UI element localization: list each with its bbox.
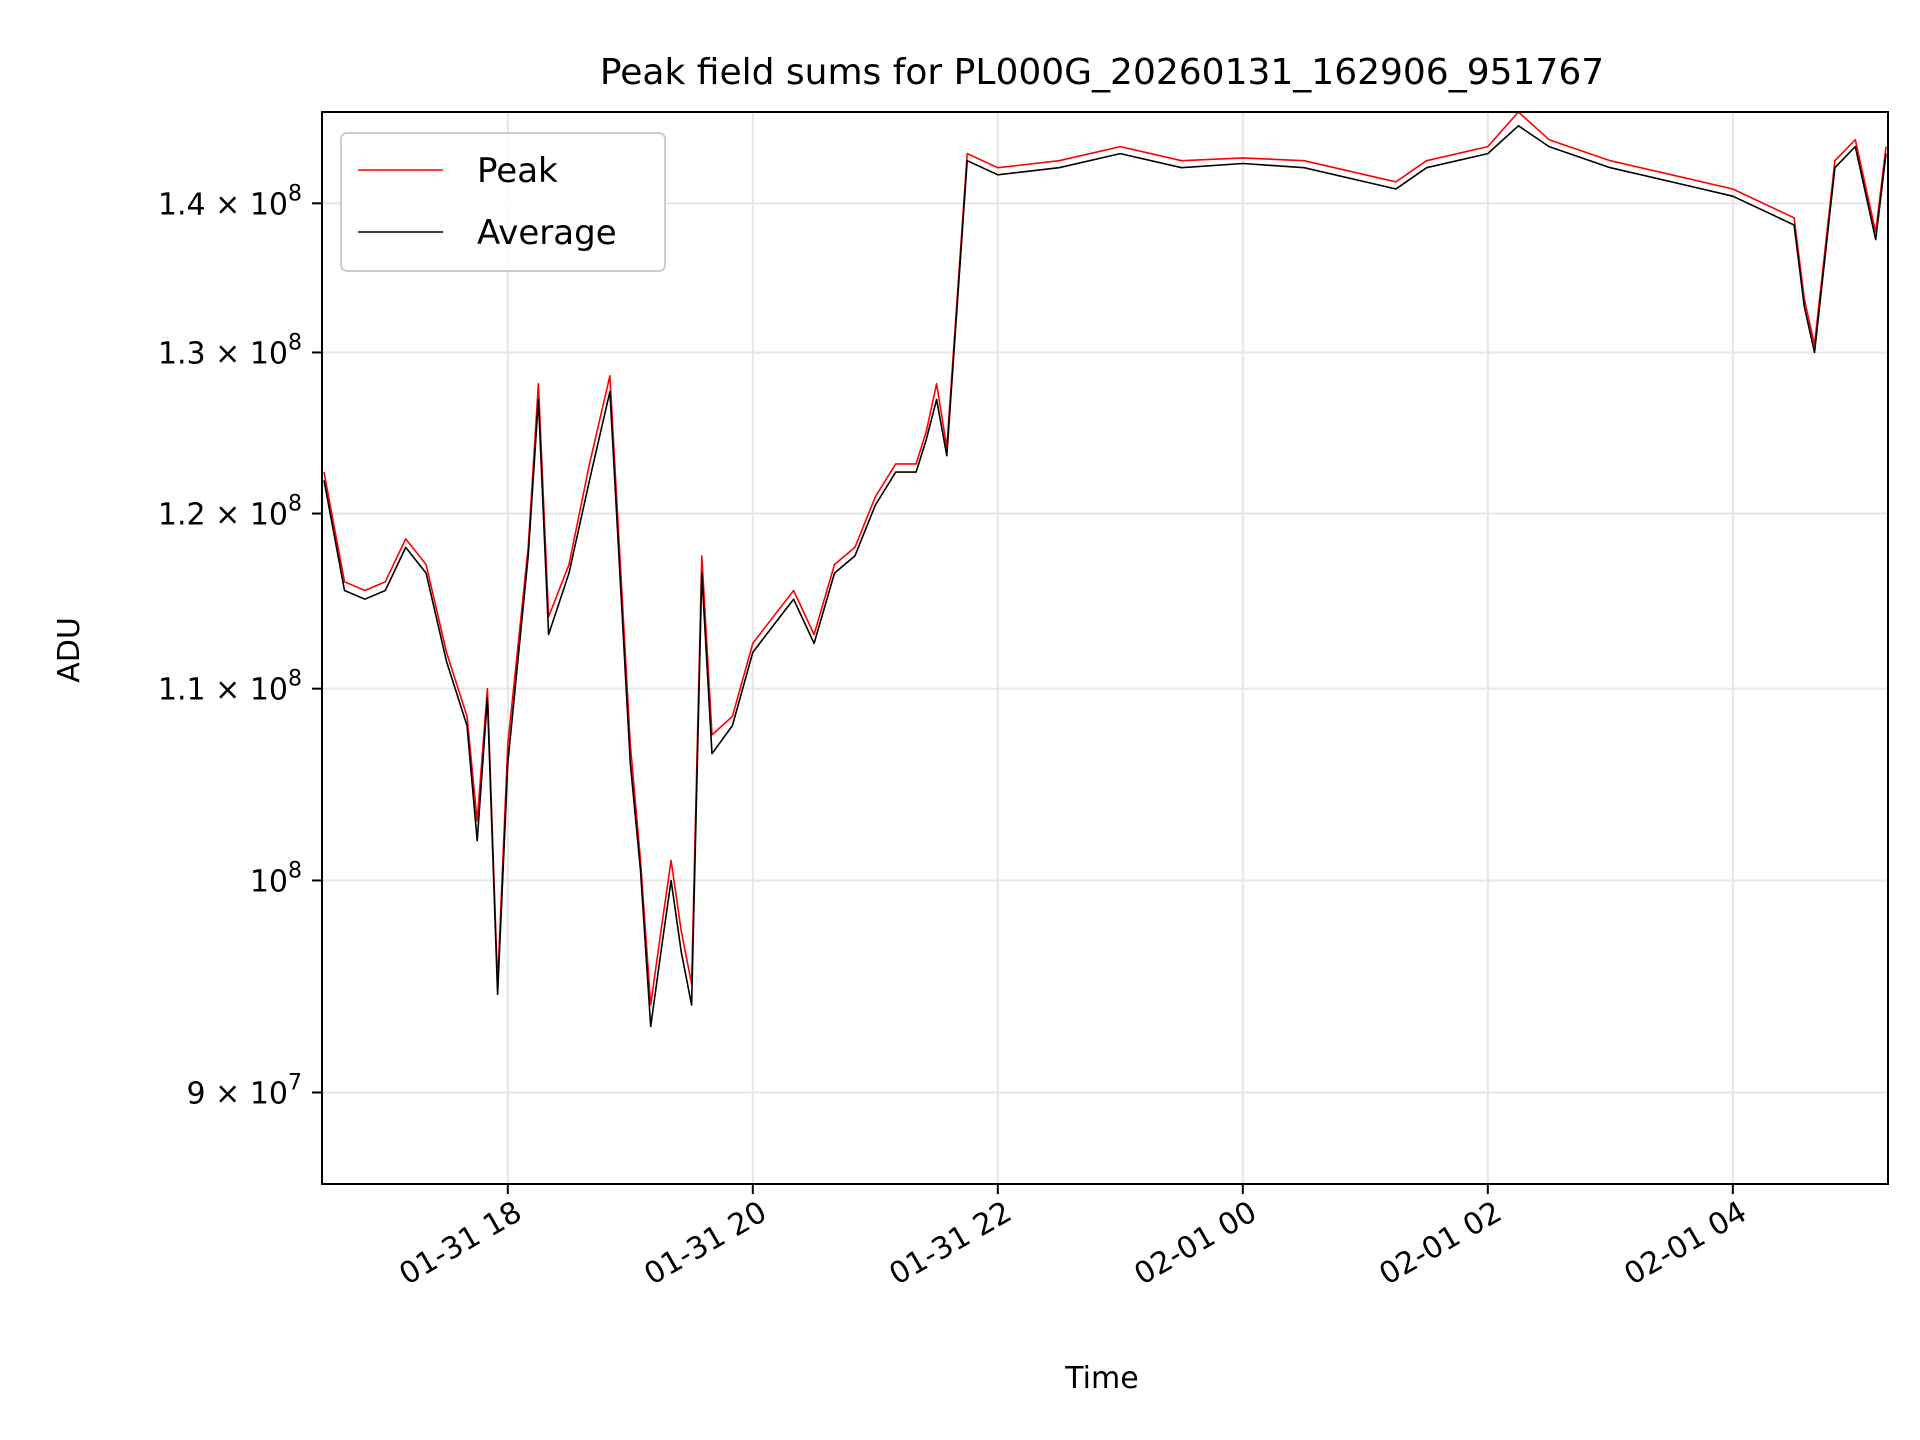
y-tick-label: 1.1 × 108	[158, 667, 302, 708]
y-tick-exponent: 8	[288, 858, 302, 883]
y-tick-mantissa: 1.4	[158, 187, 206, 222]
y-tick-exponent: 8	[288, 667, 302, 692]
x-axis-label: Time	[1064, 1361, 1138, 1396]
series-layer	[323, 112, 1887, 1028]
y-tick-exponent: 8	[288, 330, 302, 355]
y-tick-mantissa: 1.2	[158, 498, 206, 533]
y-tick-label: 1.4 × 108	[158, 181, 302, 222]
y-tick-label: 1.2 × 108	[158, 492, 302, 533]
y-tick-label: 1.3 × 108	[158, 330, 302, 371]
legend: Peak Average	[340, 132, 666, 272]
y-axis: 9 × 107 108 1.1 × 108 1.2 × 108 1.3 × 108 1.4…	[158, 181, 322, 1112]
y-axis-label: ADU	[52, 617, 87, 683]
y-tick-exponent: 8	[288, 492, 302, 517]
y-tick-exponent: 7	[288, 1071, 302, 1096]
legend-label-peak: Peak	[477, 151, 558, 191]
legend-box	[340, 132, 666, 272]
grid	[322, 112, 1888, 1184]
chart-title: Peak field sums for PL000G_20260131_1629…	[600, 52, 1604, 93]
series-line-average	[323, 125, 1887, 1028]
legend-label-average: Average	[477, 213, 617, 253]
y-tick-exponent: 8	[288, 181, 302, 206]
plot-frame	[321, 111, 1889, 1185]
y-tick-mantissa: 9	[187, 1077, 206, 1112]
y-tick-label: 9 × 107	[187, 1071, 303, 1112]
y-tick-mantissa: 1.1	[158, 673, 206, 708]
y-tick-mantissa: 1.3	[158, 336, 206, 371]
y-tick-label: 108	[250, 858, 302, 899]
